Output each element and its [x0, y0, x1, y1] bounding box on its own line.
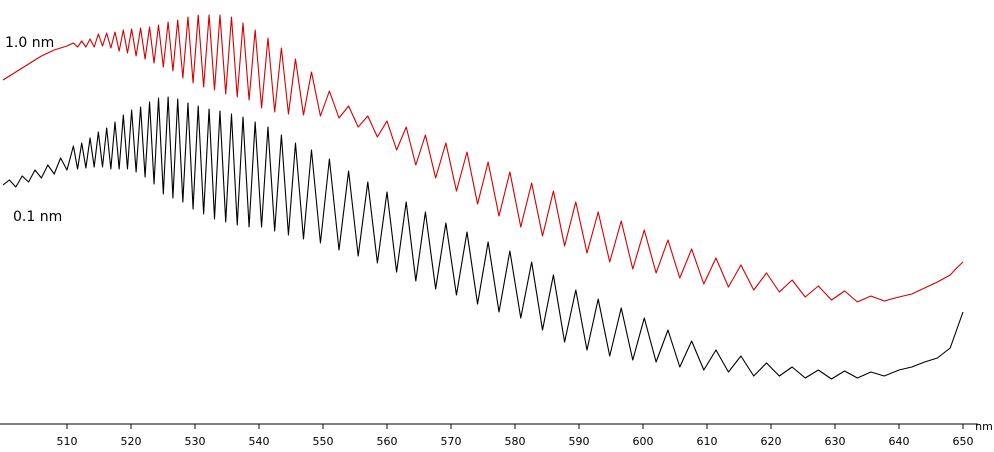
x-tick-label: 510 [57, 435, 78, 448]
x-tick-label: 520 [121, 435, 142, 448]
series-label: 0.1 nm [13, 209, 62, 225]
x-tick-label: 620 [761, 435, 782, 448]
x-tick-label: 560 [377, 435, 398, 448]
series-line [2, 96, 964, 380]
x-tick-label: 530 [185, 435, 206, 448]
x-tick-label: 600 [633, 435, 654, 448]
x-tick-label: 610 [697, 435, 718, 448]
x-tick-label: 540 [249, 435, 270, 448]
x-tick-label: 640 [889, 435, 910, 448]
x-tick-label: 580 [505, 435, 526, 448]
x-tick-label: 550 [313, 435, 334, 448]
series-line [2, 14, 964, 303]
x-tick-label: 630 [825, 435, 846, 448]
x-tick-label: 650 [953, 435, 974, 448]
x-axis-label: nm [975, 420, 993, 433]
x-tick-label: 590 [569, 435, 590, 448]
x-tick-label: 570 [441, 435, 462, 448]
series-label: 1.0 nm [5, 35, 54, 51]
